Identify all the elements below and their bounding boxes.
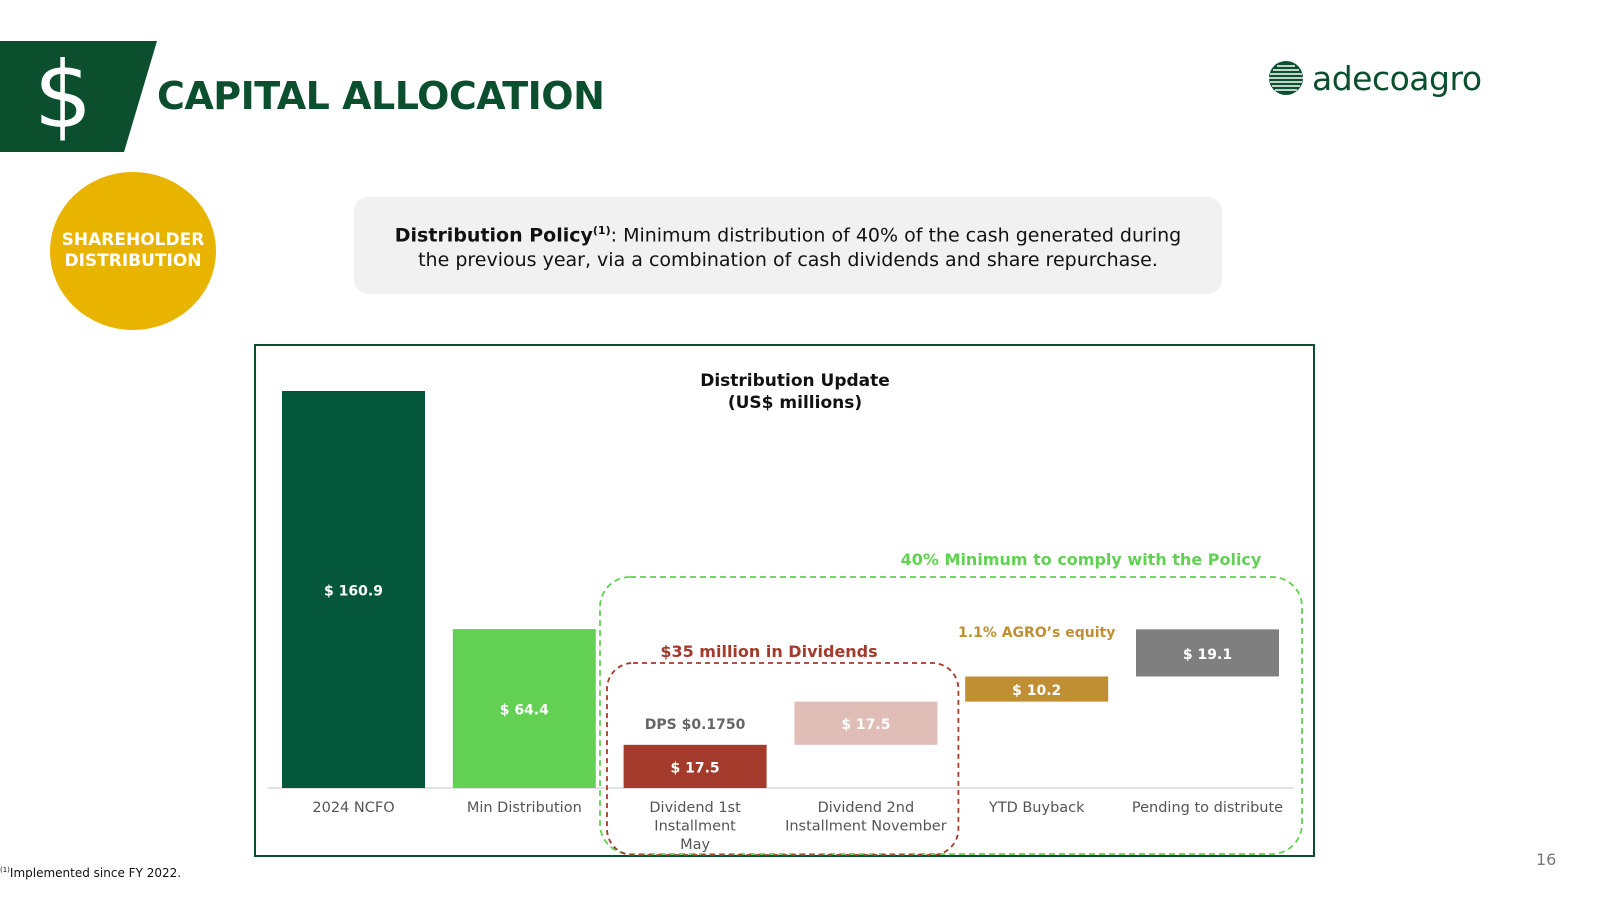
bar-value-label-2: $ 64.4 — [500, 703, 549, 719]
category-label-5-line-1: YTD Buyback — [988, 800, 1085, 816]
category-label-2-line-1: Min Distribution — [467, 800, 582, 816]
distribution-policy-box: Distribution Policy(1): Minimum distribu… — [354, 197, 1222, 294]
policy-minimum-annotation: 40% Minimum to comply with the Policy — [901, 550, 1262, 569]
bar-6 — [1136, 629, 1279, 677]
dollar-icon: $ — [33, 42, 93, 149]
footnote-mark: (1) — [0, 866, 10, 874]
policy-text: : Minimum distribution of 40% of the cas… — [418, 224, 1182, 271]
shareholder-distribution-badge: SHAREHOLDER DISTRIBUTION — [50, 172, 216, 330]
category-label-6-line-1: Pending to distribute — [1132, 800, 1283, 816]
dividends-group-outline — [606, 662, 960, 856]
logo-text: adecoagro — [1312, 58, 1482, 98]
footnote: (1)Implemented since FY 2022. — [0, 866, 181, 880]
category-label-3-line-2: Installment — [654, 819, 736, 835]
globe-logo-icon — [1269, 61, 1303, 95]
bar-5 — [965, 676, 1109, 702]
bar-value-label-1: $ 160.9 — [324, 584, 383, 600]
category-label-4-line-2: Installment November — [785, 819, 947, 835]
equity-annotation: 1.1% AGRO’s equity — [958, 625, 1115, 641]
bar-value-label-5: $ 10.2 — [1012, 683, 1061, 699]
policy-minimum-group-outline — [599, 576, 1303, 855]
bar-4 — [794, 701, 938, 745]
page-title: CAPITAL ALLOCATION — [157, 74, 605, 118]
bar-value-label-4: $ 17.5 — [841, 717, 890, 733]
footnote-text: Implemented since FY 2022. — [9, 866, 182, 880]
policy-paragraph: Distribution Policy(1): Minimum distribu… — [380, 219, 1196, 271]
dps-annotation: DPS $0.1750 — [645, 717, 746, 733]
chart-subtitle: (US$ millions) — [728, 393, 862, 413]
dividends-annotation: $35 million in Dividends — [660, 642, 877, 661]
category-label-4-line-1: Dividend 2nd — [818, 800, 915, 816]
chart-title: Distribution Update — [700, 371, 890, 391]
bar-value-label-3: $ 17.5 — [671, 760, 720, 776]
category-label-3-line-1: Dividend 1st — [649, 800, 741, 816]
bar-1 — [282, 391, 425, 788]
company-logo: adecoagro — [1268, 56, 1482, 100]
bar-3 — [623, 744, 767, 788]
bar-2 — [452, 629, 596, 788]
category-label-3-line-3: May — [680, 837, 710, 853]
chart-frame — [254, 344, 1315, 857]
badge-line-1: SHAREHOLDER — [61, 230, 205, 250]
page-number: 16 — [1536, 850, 1557, 869]
badge-line-2: DISTRIBUTION — [64, 251, 202, 271]
policy-label: Distribution Policy — [394, 224, 593, 247]
bar-value-label-6: $ 19.1 — [1183, 647, 1232, 663]
policy-footnote-mark: (1) — [592, 224, 611, 238]
category-label-1-line-1: 2024 NCFO — [312, 800, 394, 816]
